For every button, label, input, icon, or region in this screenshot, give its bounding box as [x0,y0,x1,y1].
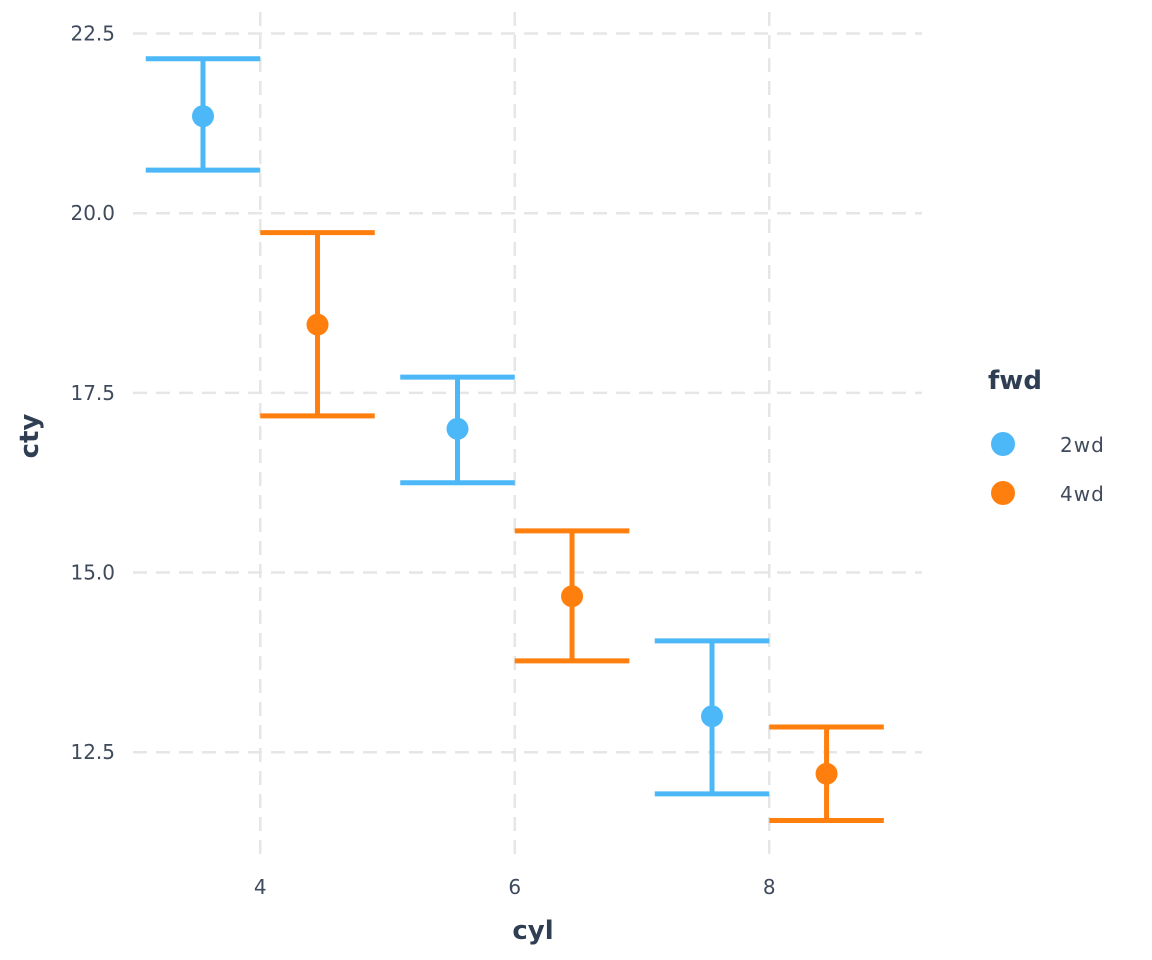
mean-point [191,105,214,128]
grid [133,12,922,860]
y-tick-label: 20.0 [70,201,115,225]
series-4wd [260,230,884,823]
y-tick-label: 17.5 [70,381,115,405]
x-axis-ticks: 4 6 8 [254,875,776,899]
y-tick-label: 12.5 [70,740,115,764]
x-axis-title: cyl [512,916,553,946]
x-tick-label: 6 [508,875,521,899]
legend-label-4wd: 4wd [1060,482,1105,506]
data-series [145,56,884,823]
mean-point [815,762,838,785]
x-tick-label: 8 [763,875,776,899]
mean-point [446,417,469,440]
y-axis-title: cty [15,414,45,459]
mean-point [306,313,329,336]
legend-entries: 2wd 4wd [991,432,1105,506]
legend: fwd 2wd 4wd [988,366,1105,506]
series-2wd [145,56,770,797]
mean-point [701,705,724,728]
y-tick-label: 15.0 [70,561,115,585]
legend-key-4wd [991,481,1015,505]
x-tick-label: 4 [254,875,267,899]
y-axis-ticks: 12.5 15.0 17.5 20.0 22.5 [70,22,115,765]
mean-point [561,585,584,608]
y-tick-label: 22.5 [70,22,115,46]
legend-label-2wd: 2wd [1060,433,1105,457]
legend-key-2wd [991,432,1015,456]
legend-title: fwd [988,366,1042,396]
